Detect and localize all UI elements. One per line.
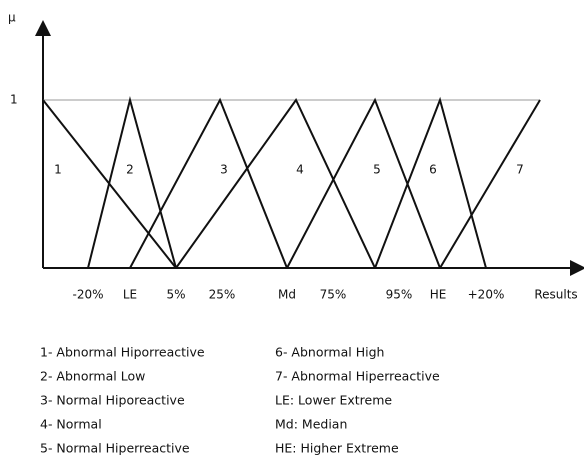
region-number: 6	[429, 163, 437, 177]
legend-item: Md: Median	[275, 417, 347, 432]
legend-item: 2- Abnormal Low	[40, 369, 145, 384]
legend-item: 4- Normal	[40, 417, 102, 432]
membership-functions	[42, 96, 541, 269]
mf-5	[286, 97, 441, 269]
mf-4	[175, 98, 376, 269]
region-number: 1	[54, 163, 62, 177]
region-number: 7	[516, 163, 524, 177]
region-number: 5	[373, 163, 381, 177]
x-tick-label: +20%	[468, 288, 505, 302]
mf-2	[87, 96, 177, 269]
region-number: 3	[220, 163, 228, 177]
legend-item: 5- Normal Hiperreactive	[40, 441, 190, 456]
legend-item: 7- Abnormal Hiperreactive	[275, 369, 440, 384]
legend-item: 1- Abnormal Hiporreactive	[40, 345, 205, 360]
x-tick-label: Md	[278, 288, 296, 302]
region-number: 4	[296, 163, 304, 177]
mf-7	[439, 99, 541, 269]
mf-3	[129, 97, 288, 269]
x-tick-label: 75%	[320, 288, 347, 302]
x-tick-label: LE	[123, 288, 137, 302]
y-one: 1	[10, 93, 18, 107]
x-label: Results	[534, 288, 577, 302]
legend-item: LE: Lower Extreme	[275, 393, 392, 408]
legend-item: 6- Abnormal High	[275, 345, 384, 360]
x-tick-label: -20%	[72, 288, 103, 302]
region-number: 2	[126, 163, 134, 177]
legend-item: HE: Higher Extreme	[275, 441, 399, 456]
y-label: μ	[8, 11, 16, 25]
x-tick-label: 95%	[386, 288, 413, 302]
mf-6	[374, 96, 487, 269]
x-tick-label: 25%	[209, 288, 236, 302]
x-tick-label: HE	[430, 288, 447, 302]
legend-item: 3- Normal Hiporeactive	[40, 393, 185, 408]
x-tick-label: 5%	[166, 288, 185, 302]
